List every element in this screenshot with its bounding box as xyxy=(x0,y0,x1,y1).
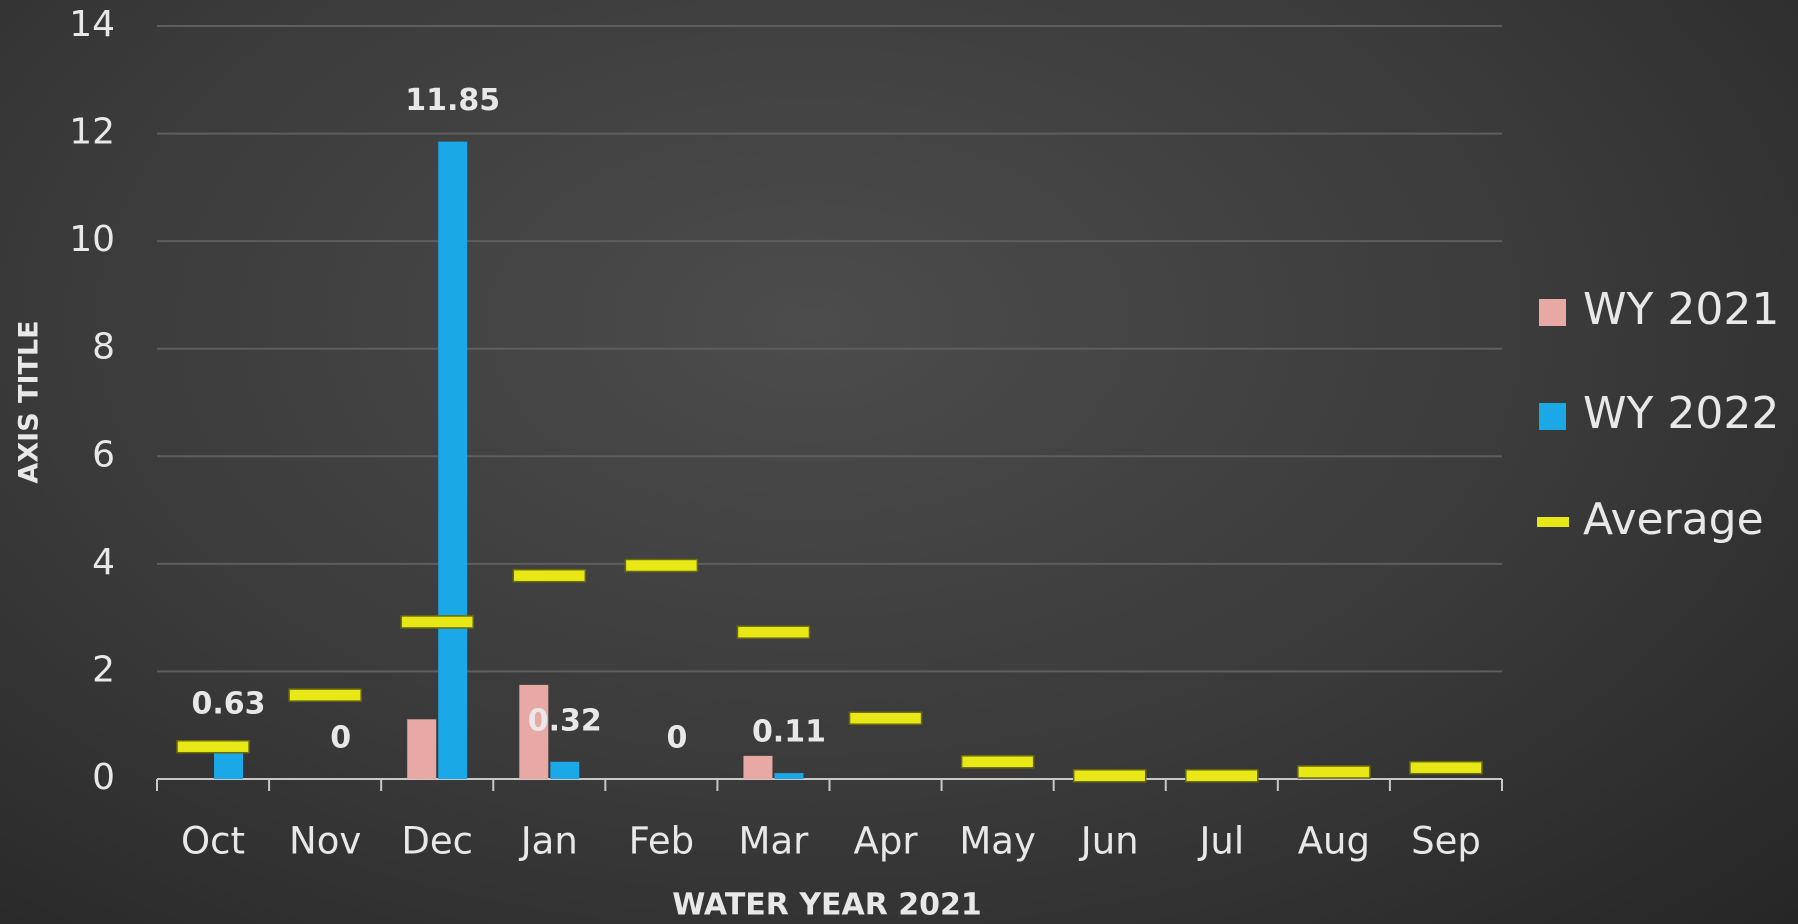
average-dash xyxy=(736,625,811,639)
bar xyxy=(550,761,580,779)
x-tick-label: Aug xyxy=(1298,820,1370,863)
average-dash xyxy=(624,558,699,573)
legend-swatch xyxy=(1537,517,1569,527)
data-label: 0.32 xyxy=(528,703,602,738)
bar xyxy=(519,684,549,779)
x-tick-label: Nov xyxy=(289,820,361,863)
average-dash xyxy=(960,755,1035,769)
legend-label: WY 2021 xyxy=(1583,284,1779,335)
average-dash xyxy=(1185,769,1259,783)
average-dash xyxy=(400,615,474,629)
average-dash xyxy=(176,739,250,754)
y-tick-label: 12 xyxy=(69,112,115,153)
data-label: 0.63 xyxy=(192,687,266,722)
legend-label: Average xyxy=(1583,494,1764,545)
bar xyxy=(774,773,804,779)
legend-label: WY 2022 xyxy=(1583,388,1779,439)
x-tick-label: Jul xyxy=(1197,820,1244,863)
x-tick-label: Jun xyxy=(1079,820,1139,863)
bar xyxy=(407,719,437,779)
average-dash xyxy=(512,568,587,583)
average-dash xyxy=(1297,765,1371,779)
data-label: 0 xyxy=(666,721,687,756)
legend-swatch xyxy=(1539,299,1566,326)
average-dash xyxy=(1409,760,1483,775)
data-label: 11.85 xyxy=(405,83,500,118)
x-tick-label: Dec xyxy=(401,820,473,863)
x-tick-label: Feb xyxy=(629,820,695,863)
data-label: 0.11 xyxy=(752,715,826,750)
average-dash xyxy=(1072,769,1147,783)
y-tick-label: 0 xyxy=(92,757,115,798)
x-tick-label: Oct xyxy=(181,820,245,863)
x-tick-label: Mar xyxy=(739,820,810,863)
average-dash xyxy=(848,711,923,725)
average-dash xyxy=(288,688,362,702)
y-tick-label: 8 xyxy=(92,327,115,368)
x-tick-label: Sep xyxy=(1411,820,1481,863)
y-tick-label: 10 xyxy=(69,219,115,260)
y-tick-label: 6 xyxy=(92,434,115,475)
bar xyxy=(438,141,468,779)
bar xyxy=(743,755,773,779)
y-tick-label: 4 xyxy=(92,542,115,583)
x-tick-label: Apr xyxy=(854,820,919,863)
y-tick-label: 2 xyxy=(92,649,115,690)
y-tick-label: 14 xyxy=(69,4,115,45)
legend-swatch xyxy=(1539,403,1566,430)
x-tick-label: Jan xyxy=(519,820,578,863)
x-axis-title: WATER YEAR 2021 xyxy=(672,888,982,923)
x-tick-label: May xyxy=(959,820,1036,863)
data-label: 0 xyxy=(330,721,351,756)
y-axis-title: AXIS TITLE xyxy=(14,320,45,483)
